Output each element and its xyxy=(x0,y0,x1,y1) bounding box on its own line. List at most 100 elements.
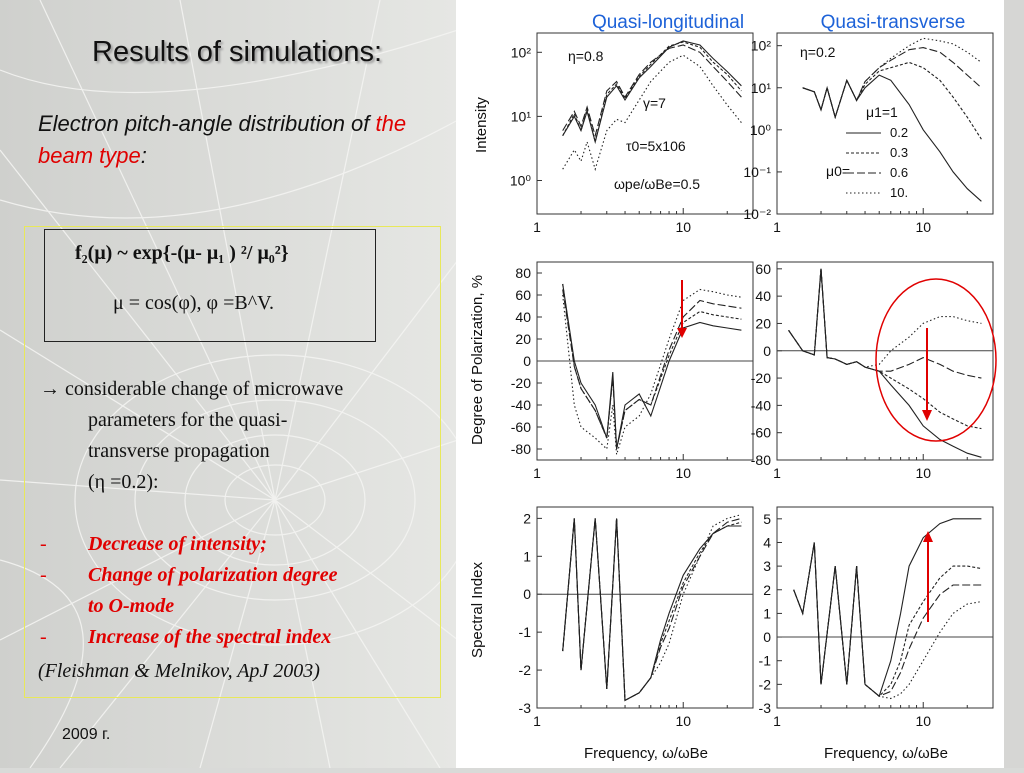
y-tick-label: 1 xyxy=(523,548,531,564)
y-tick-label: -60 xyxy=(751,425,771,441)
panel-intensity-quasi-longitudinal xyxy=(536,32,754,215)
y-tick-label: -2 xyxy=(759,676,772,692)
legend-label: 10. xyxy=(890,185,908,200)
slide-subtitle: Electron pitch-angle distribution of the… xyxy=(38,108,448,172)
panel-frame xyxy=(536,506,754,709)
bullet-text: Decrease of intensity; xyxy=(88,533,267,555)
y-tick-label: 10⁻¹ xyxy=(743,164,771,180)
y-tick-label: -40 xyxy=(511,397,531,413)
formula-box: f₂(μ) ~ exp{-(μ- μ₁ ) ²/ μ₀²} μ = cos(φ)… xyxy=(44,229,376,342)
bullet-dash: - xyxy=(40,626,47,648)
column-title-quasi-longitudinal: Quasi-longitudinal xyxy=(592,12,744,33)
legend-label: 0.6 xyxy=(890,165,908,180)
arrowhead-icon xyxy=(923,531,933,542)
year-label: 2009 г. xyxy=(62,726,111,743)
x-axis-label-left: Frequency, ω/ωBe xyxy=(584,745,708,762)
conclusion-text-1: considerable change of microwave xyxy=(60,378,344,400)
y-tick-label: 10² xyxy=(511,44,532,60)
series-line-0.6 xyxy=(562,44,742,138)
x-tick-label: 10 xyxy=(675,219,691,235)
subtitle-colon: : xyxy=(140,143,147,168)
y-tick-label: 60 xyxy=(755,261,771,277)
conclusion-line-1: → considerable change of microwave xyxy=(40,374,450,405)
panel-polarization-quasi-transverse xyxy=(776,261,994,461)
y-tick-label: 20 xyxy=(515,331,531,347)
y-tick-label: 10¹ xyxy=(511,108,532,124)
conclusion-text: → considerable change of microwave param… xyxy=(40,374,450,653)
y-tick-label: 0 xyxy=(523,353,531,369)
y-tick-label: -80 xyxy=(511,441,531,457)
y-tick-label: 40 xyxy=(515,309,531,325)
y-tick-label: 60 xyxy=(515,287,531,303)
annotation-eta-right: η=0.2 xyxy=(800,44,836,60)
figure-panel: 1 10 10² 10¹ 10⁰ 1 10 10² 10¹ 10⁰ 10⁻¹ 10⁻² 1 10 80 60 4… xyxy=(456,0,1004,768)
panel-spectral-index-quasi-transverse xyxy=(776,506,994,709)
y-axis-label-intensity: Intensity xyxy=(473,97,490,153)
arrowhead-icon xyxy=(922,410,932,421)
bullet-intensity: - Decrease of intensity; xyxy=(40,529,450,560)
series-line-10. xyxy=(802,37,982,120)
arrowhead-icon xyxy=(677,328,687,338)
decorative-web-pattern xyxy=(0,0,458,768)
series-line-0.2 xyxy=(562,40,742,145)
series-line-0.2 xyxy=(562,283,742,450)
y-tick-label: -1 xyxy=(519,624,532,640)
series-line-0.6 xyxy=(562,289,742,450)
highlight-ellipse xyxy=(875,278,997,442)
annotation-wpe: ωpe/ωBe=0.5 xyxy=(614,176,700,192)
annotation-mu0: μ0= xyxy=(826,163,850,179)
x-tick-label: 1 xyxy=(773,465,781,481)
arrow-icon: → xyxy=(40,378,60,400)
legend-label: 0.3 xyxy=(890,145,908,160)
annotation-mu1: μ1=1 xyxy=(866,104,898,120)
annotation-tau: τ0=5x106 xyxy=(626,138,686,154)
x-tick-label: 10 xyxy=(675,713,691,729)
y-tick-label: -80 xyxy=(751,452,771,468)
panel-spectral-index-quasi-longitudinal xyxy=(536,506,754,709)
y-tick-label: 2 xyxy=(523,510,531,526)
panel-frame xyxy=(536,32,754,215)
panel-frame xyxy=(776,32,994,215)
y-tick-label: 0 xyxy=(763,629,771,645)
y-axis-label-polarization: Degree of Polarization, % xyxy=(469,275,486,445)
bullet-dash: - xyxy=(40,533,47,555)
y-tick-label: -60 xyxy=(511,419,531,435)
series-line-0.3 xyxy=(562,283,742,450)
y-tick-label: 40 xyxy=(755,288,771,304)
x-tick-label: 10 xyxy=(915,219,931,235)
y-tick-label: -40 xyxy=(751,397,771,413)
y-tick-label: 2 xyxy=(763,582,771,598)
subtitle-highlight: the beam type xyxy=(38,111,407,168)
y-tick-label: 10⁰ xyxy=(750,122,772,138)
y-tick-label: -20 xyxy=(511,375,531,391)
conclusion-line-2: parameters for the quasi- xyxy=(88,409,288,431)
slide-left-panel: Results of simulations: Electron pitch-a… xyxy=(0,0,458,768)
citation: (Fleishman & Melnikov, ApJ 2003) xyxy=(38,660,320,682)
series-line-0.6 xyxy=(788,268,982,379)
x-tick-label: 1 xyxy=(773,713,781,729)
y-tick-label: 20 xyxy=(755,315,771,331)
y-tick-label: 3 xyxy=(763,558,771,574)
y-tick-label: 10¹ xyxy=(751,80,772,96)
bullet-polarization-cont: to O-mode xyxy=(40,591,450,622)
x-tick-label: 1 xyxy=(533,219,541,235)
y-tick-label: 80 xyxy=(515,265,531,281)
bullet-text: to O-mode xyxy=(88,595,175,617)
y-tick-label: 4 xyxy=(763,534,771,550)
slide-title: Results of simulations: xyxy=(92,36,383,68)
y-tick-label: 10² xyxy=(751,38,772,54)
y-tick-label: 0 xyxy=(763,343,771,359)
y-tick-label: 5 xyxy=(763,511,771,527)
right-edge-strip xyxy=(1004,0,1024,768)
y-tick-label: 10⁰ xyxy=(510,172,532,188)
bullet-polarization: - Change of polarization degree xyxy=(40,560,450,591)
annotation-eta-left: η=0.8 xyxy=(568,48,604,64)
formula-mu-definition: μ = cos(φ), φ =B^V. xyxy=(113,292,274,314)
series-line-0.3 xyxy=(562,41,742,143)
x-tick-label: 10 xyxy=(915,713,931,729)
series-line-0.3 xyxy=(802,61,982,140)
panel-intensity-quasi-transverse xyxy=(776,32,994,215)
x-tick-label: 10 xyxy=(915,465,931,481)
series-line-0.2 xyxy=(788,268,982,458)
legend-label: 0.2 xyxy=(890,125,908,140)
